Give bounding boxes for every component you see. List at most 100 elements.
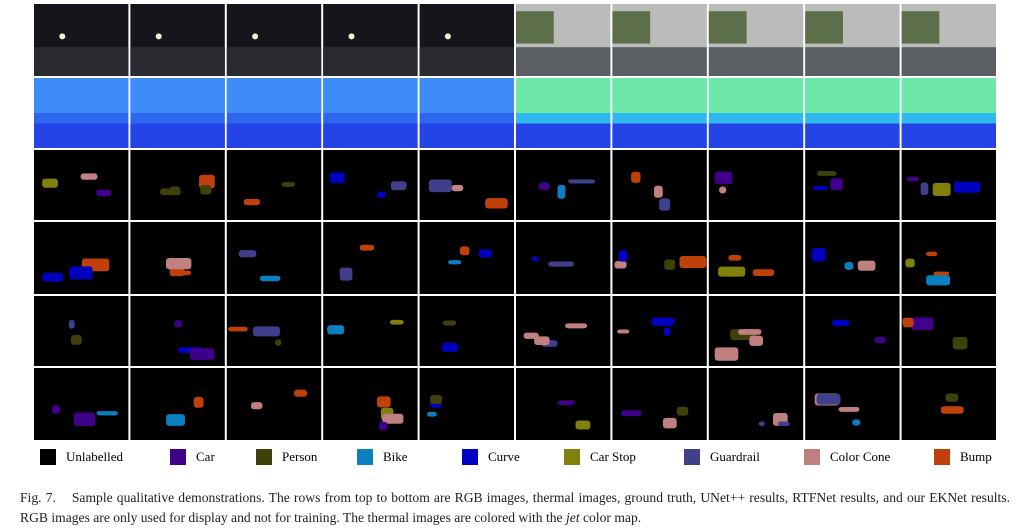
thermal-road — [226, 123, 322, 148]
rgb-trees — [612, 11, 651, 44]
segment-blob — [174, 320, 183, 328]
legend-entry: Curve — [462, 449, 520, 465]
segment-blob — [664, 259, 676, 270]
rgb-light — [348, 33, 355, 40]
segmentation-image — [612, 368, 707, 440]
legend-swatch — [462, 449, 478, 465]
segmentation-image — [805, 150, 900, 220]
rgb-road — [516, 47, 611, 76]
segment-blob — [952, 336, 968, 350]
thermal-road — [708, 123, 804, 148]
thermal-road — [34, 123, 129, 148]
segment-blob — [905, 258, 915, 268]
segment-blob — [830, 178, 843, 191]
segment-blob — [442, 320, 457, 326]
segment-blob — [73, 412, 96, 426]
segment-blob — [259, 275, 281, 282]
segmentation-image — [516, 296, 611, 366]
thermal-top — [708, 78, 804, 113]
segment-blob — [228, 326, 248, 332]
segment-blob — [838, 406, 860, 412]
thermal-top — [901, 78, 996, 113]
segment-blob — [250, 402, 263, 410]
caption: Fig. 7. Sample qualitative demonstrations… — [20, 488, 1010, 528]
segment-blob — [738, 329, 762, 335]
segment-blob — [531, 256, 539, 262]
segment-blob — [448, 260, 462, 265]
legend-label: Curve — [488, 449, 520, 464]
segment-blob — [920, 182, 929, 196]
segment-blob — [451, 184, 464, 192]
segment-blob — [932, 182, 951, 196]
rgb-road — [901, 47, 996, 76]
segment-blob — [874, 336, 886, 344]
segment-blob — [752, 269, 775, 276]
segment-blob — [42, 178, 58, 188]
segmentation-image — [226, 150, 322, 220]
rgb-road — [708, 47, 804, 76]
segment-blob — [327, 325, 345, 335]
legend-label: Car — [196, 449, 215, 464]
segment-blob — [631, 171, 641, 183]
segment-blob — [953, 181, 981, 193]
segment-blob — [926, 275, 951, 286]
caption-emphasis: jet — [566, 510, 580, 525]
segmentation-image — [805, 296, 900, 366]
segment-blob — [676, 406, 689, 416]
segment-blob — [811, 248, 826, 262]
legend-label: Person — [282, 449, 318, 464]
rgb-road — [323, 47, 418, 76]
segment-blob — [925, 251, 938, 257]
segment-blob — [557, 184, 566, 199]
legend-entry: Bike — [357, 449, 408, 465]
segment-blob — [382, 413, 404, 424]
segment-blob — [945, 393, 959, 402]
segment-blob — [199, 174, 215, 189]
segment-blob — [377, 396, 391, 408]
legend-label: Unlabelled — [66, 449, 124, 464]
legend-label: Bump — [960, 449, 992, 464]
legend-entry: Unlabelled — [40, 449, 123, 465]
segment-blob — [96, 189, 112, 197]
segment-blob — [718, 266, 746, 277]
segmentation-image — [901, 296, 996, 366]
segment-blob — [940, 406, 964, 414]
segment-blob — [548, 261, 575, 267]
segment-blob — [329, 172, 345, 184]
segmentation-image — [226, 222, 322, 294]
segment-blob — [68, 319, 75, 329]
segment-blob — [80, 173, 98, 180]
legend-swatch — [357, 449, 373, 465]
segment-blob — [816, 171, 837, 176]
segment-blob — [777, 421, 790, 427]
caption-number: Fig. 7. — [20, 490, 56, 505]
segment-blob — [428, 179, 452, 193]
segment-blob — [478, 249, 492, 258]
segment-blob — [70, 334, 82, 345]
rgb-trees — [805, 11, 843, 44]
segment-blob — [728, 255, 742, 261]
segmentation-image — [323, 222, 418, 294]
segment-blob — [906, 176, 920, 182]
segment-blob — [189, 348, 215, 360]
segment-blob — [662, 417, 677, 429]
thermal-top — [226, 78, 322, 113]
segment-blob — [243, 198, 261, 206]
segment-blob — [663, 327, 671, 337]
segment-blob — [193, 397, 204, 408]
caption-end: color map. — [583, 510, 642, 525]
segment-blob — [389, 319, 404, 325]
rgb-road — [419, 47, 514, 76]
legend-swatch — [804, 449, 820, 465]
thermal-top — [612, 78, 707, 113]
rgb-trees — [901, 11, 940, 44]
legend-label: Car Stop — [590, 449, 636, 464]
legend-swatch — [564, 449, 580, 465]
rgb-trees — [708, 11, 747, 44]
segment-blob — [96, 411, 119, 416]
legend-swatch — [40, 449, 56, 465]
segment-blob — [568, 179, 596, 184]
segmentation-image — [901, 368, 996, 440]
segmentation-image — [34, 296, 129, 366]
